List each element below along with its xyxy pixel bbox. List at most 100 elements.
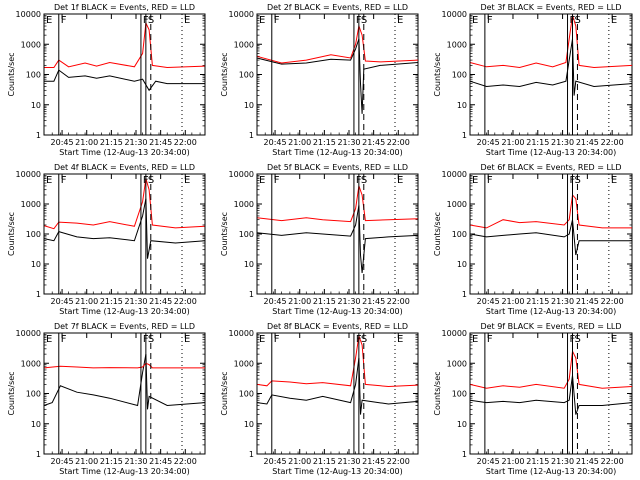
y-tick-label: 1000: [447, 359, 467, 368]
event-marker-label: E: [472, 15, 478, 26]
x-tick-label: 21:30: [337, 297, 360, 306]
x-tick-label: 22:00: [387, 457, 410, 466]
y-tick-label: 1: [249, 450, 254, 459]
event-marker-label: E: [259, 15, 265, 26]
x-tick-label: 21:45: [362, 457, 385, 466]
x-tick-label: 21:45: [149, 297, 172, 306]
y-tick-label: 10000: [442, 170, 467, 179]
event-marker-label: E: [611, 15, 617, 26]
event-marker-label: E: [611, 334, 617, 345]
panel-det-3f: Det 3f BLACK = Events, RED = LLD 1 10 100 10…: [433, 3, 633, 157]
y-tick-label: 1000: [447, 40, 467, 49]
panel-title: Det 8f BLACK = Events, RED = LLD: [267, 322, 408, 331]
event-marker-label: S: [148, 15, 154, 26]
y-tick-label: 1000: [447, 200, 467, 209]
x-tick-label: 21:45: [576, 297, 599, 306]
y-tick-label: 10: [31, 260, 41, 269]
series-line-lld: [469, 349, 633, 389]
y-tick-label: 100: [239, 71, 254, 80]
x-tick-label: 21:15: [313, 138, 336, 147]
plot-frame: [256, 332, 419, 455]
y-tick-label: 100: [452, 230, 467, 239]
x-tick-label: 22:00: [601, 297, 624, 306]
series-line-events: [44, 69, 205, 92]
panel-title: Det 4f BLACK = Events, RED = LLD: [54, 163, 195, 172]
plot-frame: [256, 173, 419, 295]
panel-title: Det 5f BLACK = Events, RED = LLD: [267, 163, 408, 172]
x-tick-label: 21:00: [75, 457, 98, 466]
x-tick-label: 21:45: [576, 457, 599, 466]
x-tick-label: 20:45: [477, 138, 500, 147]
x-tick-label: 21:30: [337, 138, 360, 147]
x-tick-label: 21:30: [124, 457, 147, 466]
x-tick-label: 21:30: [551, 297, 574, 306]
x-tick-label: 22:00: [387, 297, 410, 306]
y-tick-label: 10: [457, 420, 467, 429]
x-tick-label: 21:30: [337, 457, 360, 466]
y-axis-label: Counts/sec: [220, 52, 229, 96]
series-line-events: [43, 354, 206, 410]
event-marker-label: F: [274, 15, 280, 26]
x-axis-label: Start Time (12-Aug-13 20:34:00): [59, 467, 190, 476]
y-tick-label: 10000: [229, 10, 254, 19]
x-tick-label: 22:00: [174, 297, 197, 306]
event-marker-label: E: [472, 175, 478, 186]
y-tick-label: 1: [36, 290, 41, 299]
series-line-events: [469, 219, 632, 256]
plot-frame: [43, 332, 206, 455]
series-line-lld: [469, 15, 633, 69]
y-tick-label: 100: [452, 390, 467, 399]
y-tick-label: 10: [244, 260, 254, 269]
x-tick-label: 21:00: [75, 297, 98, 306]
event-marker-label: S: [361, 15, 367, 26]
series-line-events: [469, 375, 633, 415]
x-tick-label: 21:30: [124, 297, 147, 306]
x-tick-label: 20:45: [264, 297, 287, 306]
y-tick-label: 10000: [16, 10, 41, 19]
x-tick-label: 21:15: [313, 297, 336, 306]
y-axis-label: Counts/sec: [7, 52, 16, 96]
panel-title: Det 1f BLACK = Events, RED = LLD: [54, 3, 195, 12]
x-tick-label: 21:00: [288, 138, 311, 147]
series-line-events: [469, 38, 633, 96]
event-marker-label: E: [259, 334, 265, 345]
y-axis-label: Counts/sec: [220, 212, 229, 256]
x-tick-label: 21:15: [100, 297, 123, 306]
panel-det-8f: Det 8f BLACK = Events, RED = LLD 1 10 100 10…: [220, 322, 419, 476]
series-line-lld: [256, 185, 419, 223]
x-tick-label: 21:30: [551, 138, 574, 147]
event-marker-label: S: [148, 334, 154, 345]
event-marker-label: F: [487, 175, 493, 186]
y-tick-label: 100: [26, 230, 41, 239]
event-marker-label: F: [61, 334, 67, 345]
y-tick-label: 1: [36, 450, 41, 459]
x-axis-label: Start Time (12-Aug-13 20:34:00): [59, 148, 190, 157]
panel-title: Det 6f BLACK = Events, RED = LLD: [480, 163, 621, 172]
y-tick-label: 1000: [234, 359, 254, 368]
x-tick-label: 21:30: [124, 138, 147, 147]
event-marker-label: S: [574, 175, 580, 186]
event-marker-label: F: [61, 15, 67, 26]
x-tick-label: 20:45: [264, 457, 287, 466]
event-marker-label: E: [46, 15, 52, 26]
y-tick-label: 1: [462, 290, 467, 299]
x-tick-label: 21:45: [576, 138, 599, 147]
series-line-lld: [44, 21, 206, 69]
y-tick-label: 10000: [16, 170, 41, 179]
event-marker-label: E: [46, 334, 52, 345]
x-tick-label: 20:45: [51, 138, 74, 147]
x-axis-label: Start Time (12-Aug-13 20:34:00): [272, 148, 403, 157]
event-marker-label: S: [361, 334, 367, 345]
x-axis-label: Start Time (12-Aug-13 20:34:00): [486, 467, 617, 476]
x-tick-label: 21:15: [526, 138, 549, 147]
x-axis-label: Start Time (12-Aug-13 20:34:00): [59, 307, 190, 316]
panel-title: Det 9f BLACK = Events, RED = LLD: [480, 322, 621, 331]
x-tick-label: 21:15: [526, 457, 549, 466]
event-marker-label: F: [274, 334, 280, 345]
y-tick-label: 1000: [234, 200, 254, 209]
x-tick-label: 21:00: [501, 297, 524, 306]
plot-frame: [469, 173, 633, 295]
y-axis-label: Counts/sec: [433, 52, 442, 96]
event-marker-label: S: [148, 175, 154, 186]
